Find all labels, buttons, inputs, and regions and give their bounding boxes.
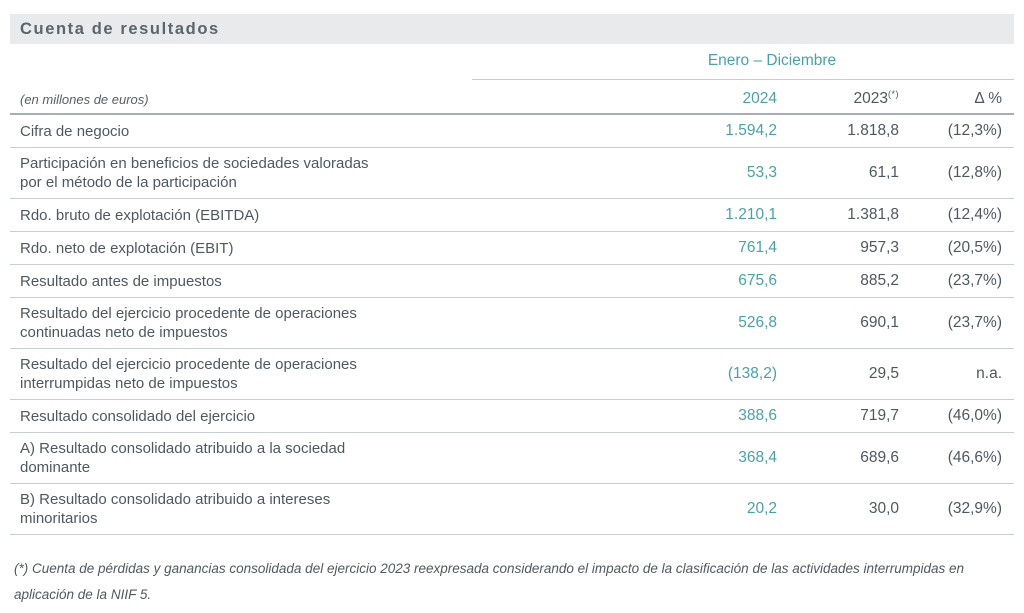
table-row: Cifra de negocio 1.594,2 1.818,8 (12,3%) — [10, 115, 1014, 148]
value-2023: 30,0 — [868, 500, 899, 517]
row-label: Rdo. bruto de explotación (EBITDA) — [20, 206, 260, 224]
value-2024: 675,6 — [738, 272, 777, 289]
column-header-2023: 2023(*) — [853, 89, 899, 107]
income-statement-page: Cuenta de resultados Enero – Diciembre (… — [10, 14, 1014, 608]
value-2023: 1.381,8 — [847, 206, 899, 223]
value-2023: 690,1 — [860, 314, 899, 331]
column-header-delta-pct: Δ % — [974, 90, 1002, 107]
value-delta-pct: n.a. — [976, 365, 1002, 382]
units-label: (en millones de euros) — [20, 92, 149, 107]
section-title-bar: Cuenta de resultados — [10, 14, 1014, 44]
footnote: (*) Cuenta de pérdidas y ganancias conso… — [10, 556, 1014, 608]
value-delta-pct: (12,8%) — [947, 164, 1002, 181]
value-2024: 1.594,2 — [725, 122, 777, 139]
value-2024: 1.210,1 — [725, 206, 777, 223]
page-title: Cuenta de resultados — [20, 19, 220, 38]
row-label: Resultado antes de impuestos — [20, 272, 222, 290]
value-2023: 719,7 — [860, 407, 899, 424]
value-2024: (138,2) — [727, 365, 777, 382]
table-row: Resultado del ejercicio procedente de op… — [10, 298, 1014, 349]
table-row: Rdo. bruto de explotación (EBITDA) 1.210… — [10, 199, 1014, 232]
period-header-row: Enero – Diciembre — [10, 44, 1014, 80]
table-row: Resultado consolidado del ejercicio 388,… — [10, 400, 1014, 433]
footnote-marker: (*) — [888, 89, 899, 99]
column-header-2024: 2024 — [742, 90, 777, 107]
value-2023: 885,2 — [860, 272, 899, 289]
value-2023: 29,5 — [868, 365, 899, 382]
value-2024: 368,4 — [738, 449, 777, 466]
footnote-line1: (*) Cuenta de pérdidas y ganancias conso… — [14, 561, 965, 576]
value-delta-pct: (23,7%) — [947, 272, 1002, 289]
value-delta-pct: (23,7%) — [947, 314, 1002, 331]
value-2023: 957,3 — [860, 239, 899, 256]
value-delta-pct: (20,5%) — [947, 239, 1002, 256]
value-delta-pct: (46,0%) — [947, 407, 1002, 424]
row-label: Cifra de negocio — [20, 122, 130, 140]
table-row: Resultado del ejercicio procedente de op… — [10, 349, 1014, 400]
row-label: Resultado del ejercicio procedente de op… — [20, 356, 357, 392]
value-2024: 388,6 — [738, 407, 777, 424]
row-label: A) Resultado consolidado atribuido a la … — [20, 440, 346, 476]
footnote-line2: aplicación de la NIIF 5. — [14, 587, 152, 602]
row-label: Rdo. neto de explotación (EBIT) — [20, 239, 234, 257]
row-label: Resultado del ejercicio procedente de op… — [20, 305, 357, 341]
value-2024: 20,2 — [746, 500, 777, 517]
row-label: Resultado consolidado del ejercicio — [20, 407, 256, 425]
value-2023: 61,1 — [868, 164, 899, 181]
row-label: Participación en beneficios de sociedade… — [20, 155, 369, 191]
table-row: Participación en beneficios de sociedade… — [10, 148, 1014, 199]
value-2024: 526,8 — [738, 314, 777, 331]
table-row: Rdo. neto de explotación (EBIT) 761,4 95… — [10, 232, 1014, 265]
row-label: B) Resultado consolidado atribuido a int… — [20, 491, 331, 527]
value-delta-pct: (46,6%) — [947, 449, 1002, 466]
table-row: A) Resultado consolidado atribuido a la … — [10, 433, 1014, 484]
table-row: Resultado antes de impuestos 675,6 885,2… — [10, 265, 1014, 298]
value-2024: 761,4 — [738, 239, 777, 256]
value-2023: 1.818,8 — [847, 122, 899, 139]
value-2024: 53,3 — [746, 164, 777, 181]
value-delta-pct: (32,9%) — [947, 500, 1002, 517]
value-delta-pct: (12,4%) — [947, 206, 1002, 223]
value-2023: 689,6 — [860, 449, 899, 466]
value-delta-pct: (12,3%) — [947, 122, 1002, 139]
table-column-headers: (en millones de euros) 2024 2023(*) Δ % — [10, 80, 1014, 115]
period-header: Enero – Diciembre — [472, 52, 1014, 80]
table-row: B) Resultado consolidado atribuido a int… — [10, 484, 1014, 535]
